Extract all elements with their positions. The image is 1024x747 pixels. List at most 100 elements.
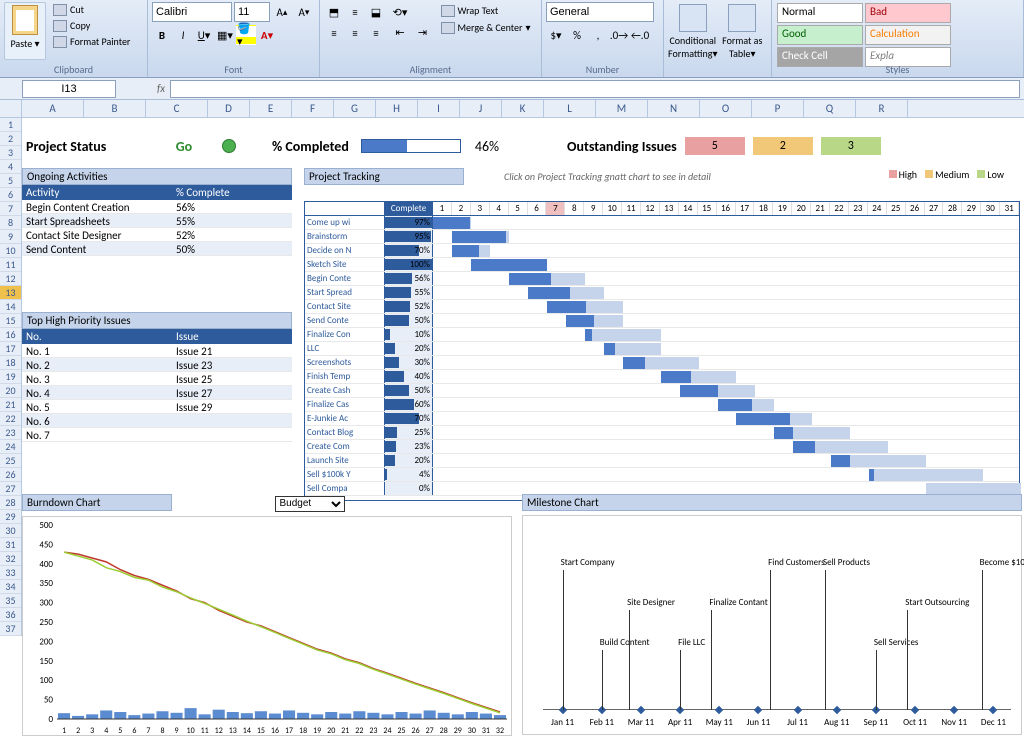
fill-color-button[interactable]: 🪣▾ xyxy=(236,25,256,45)
cut-button[interactable]: Cut xyxy=(49,2,134,17)
format-table-button[interactable]: Format as Table▾ xyxy=(718,2,768,60)
row-header[interactable]: 1 xyxy=(0,118,21,132)
col-header[interactable]: O xyxy=(700,100,752,117)
paste-button[interactable]: Paste ▾ xyxy=(4,2,46,60)
burndown-select[interactable]: Budget xyxy=(275,496,345,512)
row-header[interactable]: 6 xyxy=(0,188,21,202)
row-header[interactable]: 23 xyxy=(0,426,21,440)
row-header[interactable]: 13 xyxy=(0,286,21,300)
col-header[interactable]: E xyxy=(250,100,292,117)
select-all-corner[interactable] xyxy=(0,100,22,117)
row-header[interactable]: 2 xyxy=(0,132,21,146)
shrink-font-button[interactable]: A▾ xyxy=(294,2,314,22)
col-header[interactable]: I xyxy=(418,100,460,117)
col-header[interactable]: L xyxy=(544,100,596,117)
align-center-button[interactable]: ≡ xyxy=(345,23,365,43)
row-header[interactable]: 29 xyxy=(0,510,21,524)
inc-decimal-button[interactable]: .0→ xyxy=(609,25,629,45)
row-header[interactable]: 4 xyxy=(0,160,21,174)
row-header[interactable]: 35 xyxy=(0,594,21,608)
row-header[interactable]: 26 xyxy=(0,468,21,482)
col-header[interactable]: B xyxy=(84,100,146,117)
style-calculation[interactable]: Calculation xyxy=(865,25,951,45)
sheet-content[interactable]: Project Status Go % Completed 46% Outsta… xyxy=(22,118,1024,747)
cond-format-button[interactable]: Conditional Formatting▾ xyxy=(668,2,718,60)
font-select[interactable] xyxy=(152,2,232,22)
row-header[interactable]: 25 xyxy=(0,454,21,468)
col-header[interactable]: A xyxy=(22,100,84,117)
align-top-button[interactable]: ⬒ xyxy=(324,2,344,22)
style-normal[interactable]: Normal xyxy=(777,3,863,23)
row-header[interactable]: 22 xyxy=(0,412,21,426)
formula-input[interactable] xyxy=(170,80,1020,98)
row-header[interactable]: 11 xyxy=(0,258,21,272)
row-header[interactable]: 10 xyxy=(0,244,21,258)
name-box[interactable] xyxy=(22,80,116,98)
comma-button[interactable]: , xyxy=(588,25,608,45)
bold-button[interactable]: B xyxy=(152,25,172,45)
copy-button[interactable]: Copy xyxy=(49,18,134,33)
wrap-text-button[interactable]: Wrap Text xyxy=(437,2,535,19)
currency-button[interactable]: $▾ xyxy=(546,25,566,45)
row-header[interactable]: 33 xyxy=(0,566,21,580)
row-header[interactable]: 7 xyxy=(0,202,21,216)
col-header[interactable]: N xyxy=(648,100,700,117)
row-header[interactable]: 3 xyxy=(0,146,21,160)
col-header[interactable]: H xyxy=(376,100,418,117)
align-right-button[interactable]: ≡ xyxy=(366,23,386,43)
align-bot-button[interactable]: ⬓ xyxy=(366,2,386,22)
merge-center-button[interactable]: Merge & Center ▾ xyxy=(437,19,535,36)
row-header[interactable]: 28 xyxy=(0,496,21,510)
align-mid-button[interactable]: ≡ xyxy=(345,2,365,22)
style-good[interactable]: Good xyxy=(777,25,863,45)
row-header[interactable]: 8 xyxy=(0,216,21,230)
row-header[interactable]: 15 xyxy=(0,314,21,328)
row-header[interactable]: 36 xyxy=(0,608,21,622)
burndown-chart[interactable]: 0501001502002503003504004505001234567891… xyxy=(22,516,512,736)
row-header[interactable]: 24 xyxy=(0,440,21,454)
row-header[interactable]: 9 xyxy=(0,230,21,244)
underline-button[interactable]: U▾ xyxy=(194,25,214,45)
percent-button[interactable]: % xyxy=(567,25,587,45)
row-header[interactable]: 12 xyxy=(0,272,21,286)
row-header[interactable]: 5 xyxy=(0,174,21,188)
gantt-chart[interactable]: Complete12345678910111213141516171819202… xyxy=(304,201,1020,501)
orientation-button[interactable]: ⟲▾ xyxy=(390,2,410,22)
format-painter-button[interactable]: Format Painter xyxy=(49,34,134,49)
row-header[interactable]: 14 xyxy=(0,300,21,314)
row-header[interactable]: 21 xyxy=(0,398,21,412)
style-bad[interactable]: Bad xyxy=(865,3,951,23)
col-header[interactable]: D xyxy=(208,100,250,117)
row-header[interactable]: 16 xyxy=(0,328,21,342)
dec-indent-button[interactable]: ⇤ xyxy=(390,22,410,42)
row-header[interactable]: 17 xyxy=(0,342,21,356)
number-format-select[interactable] xyxy=(546,2,654,22)
col-header[interactable]: F xyxy=(292,100,334,117)
row-header[interactable]: 19 xyxy=(0,370,21,384)
col-header[interactable]: R xyxy=(856,100,908,117)
col-header[interactable]: J xyxy=(460,100,502,117)
font-size-select[interactable] xyxy=(234,2,270,22)
font-color-button[interactable]: A▾ xyxy=(257,25,277,45)
dec-decimal-button[interactable]: ←.0 xyxy=(630,25,650,45)
row-header[interactable]: 30 xyxy=(0,524,21,538)
col-header[interactable]: M xyxy=(596,100,648,117)
col-header[interactable]: C xyxy=(146,100,208,117)
col-header[interactable]: P xyxy=(752,100,804,117)
row-header[interactable]: 32 xyxy=(0,552,21,566)
milestone-chart[interactable]: Jan 11Feb 11Mar 11Apr 11May 11Jun 11Jul … xyxy=(522,515,1022,735)
col-header[interactable]: G xyxy=(334,100,376,117)
align-left-button[interactable]: ≡ xyxy=(324,23,344,43)
grow-font-button[interactable]: A▴ xyxy=(272,2,292,22)
row-header[interactable]: 20 xyxy=(0,384,21,398)
row-header[interactable]: 34 xyxy=(0,580,21,594)
row-header[interactable]: 37 xyxy=(0,622,21,636)
row-header[interactable]: 31 xyxy=(0,538,21,552)
col-header[interactable]: Q xyxy=(804,100,856,117)
italic-button[interactable]: I xyxy=(173,25,193,45)
inc-indent-button[interactable]: ⇥ xyxy=(413,22,433,42)
col-header[interactable]: K xyxy=(502,100,544,117)
row-header[interactable]: 27 xyxy=(0,482,21,496)
row-header[interactable]: 18 xyxy=(0,356,21,370)
border-button[interactable]: ▦▾ xyxy=(215,25,235,45)
